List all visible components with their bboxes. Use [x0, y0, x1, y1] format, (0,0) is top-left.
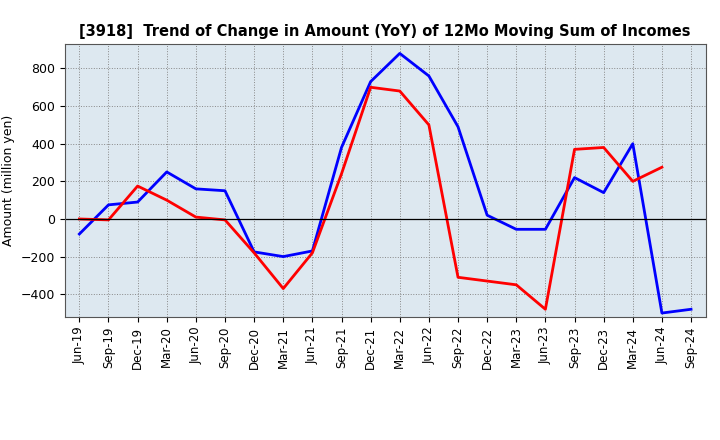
Net Income — [657, 165, 666, 170]
Ordinary Income — [541, 227, 550, 232]
Net Income — [454, 275, 462, 280]
Ordinary Income — [308, 248, 317, 253]
Line: Net Income: Net Income — [79, 87, 662, 309]
Ordinary Income — [366, 79, 375, 84]
Ordinary Income — [104, 202, 113, 208]
Ordinary Income — [250, 249, 258, 254]
Net Income — [512, 282, 521, 287]
Ordinary Income — [75, 231, 84, 237]
Title: [3918]  Trend of Change in Amount (YoY) of 12Mo Moving Sum of Incomes: [3918] Trend of Change in Amount (YoY) o… — [79, 24, 691, 39]
Ordinary Income — [425, 73, 433, 79]
Ordinary Income — [220, 188, 229, 194]
Net Income — [279, 286, 287, 291]
Net Income — [541, 307, 550, 312]
Net Income — [250, 250, 258, 256]
Ordinary Income — [657, 310, 666, 315]
Ordinary Income — [599, 190, 608, 195]
Net Income — [192, 214, 200, 220]
Net Income — [220, 217, 229, 223]
Net Income — [308, 250, 317, 256]
Ordinary Income — [337, 145, 346, 150]
Net Income — [133, 183, 142, 189]
Net Income — [483, 279, 492, 284]
Ordinary Income — [454, 124, 462, 129]
Ordinary Income — [163, 169, 171, 175]
Net Income — [75, 216, 84, 222]
Net Income — [395, 88, 404, 94]
Net Income — [570, 147, 579, 152]
Ordinary Income — [512, 227, 521, 232]
Net Income — [629, 179, 637, 184]
Ordinary Income — [395, 51, 404, 56]
Ordinary Income — [570, 175, 579, 180]
Net Income — [337, 171, 346, 176]
Ordinary Income — [133, 199, 142, 205]
Ordinary Income — [483, 213, 492, 218]
Ordinary Income — [687, 307, 696, 312]
Net Income — [104, 217, 113, 223]
Net Income — [163, 198, 171, 203]
Net Income — [599, 145, 608, 150]
Line: Ordinary Income: Ordinary Income — [79, 53, 691, 313]
Net Income — [366, 84, 375, 90]
Y-axis label: Amount (million yen): Amount (million yen) — [2, 115, 15, 246]
Ordinary Income — [279, 254, 287, 259]
Ordinary Income — [629, 141, 637, 147]
Ordinary Income — [192, 186, 200, 191]
Net Income — [425, 122, 433, 128]
